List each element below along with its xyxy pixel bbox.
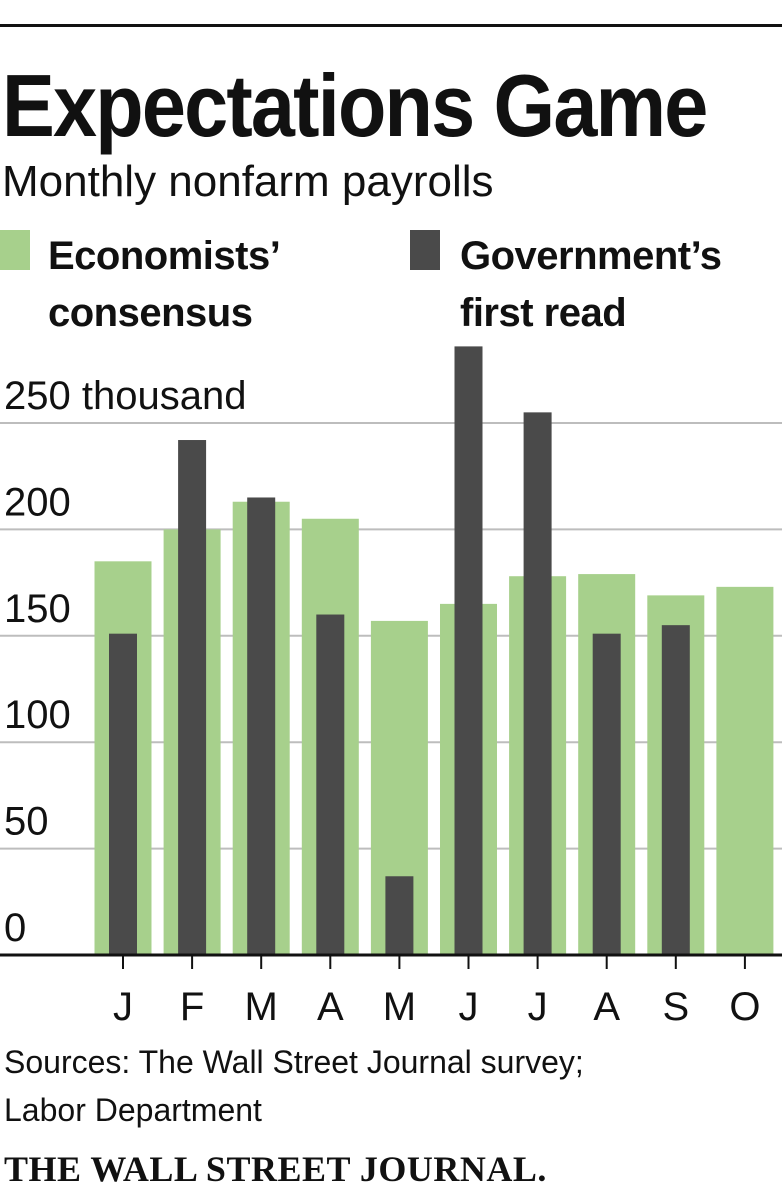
bar — [385, 876, 414, 955]
x-tick-label: J — [459, 985, 479, 1029]
x-tick-label: A — [317, 985, 344, 1029]
source-note: Sources: The Wall Street Journal survey;… — [4, 1044, 584, 1128]
publisher: THE WALL STREET JOURNAL. — [4, 1149, 547, 1189]
bar — [592, 633, 621, 955]
x-tick-label: A — [593, 985, 620, 1029]
y-tick-label: 150 — [4, 587, 71, 631]
x-tick-label: M — [383, 985, 416, 1029]
legend-label: Government’s first read — [460, 234, 722, 335]
x-tick-label: M — [245, 985, 278, 1029]
x-tick-label: J — [113, 985, 133, 1029]
legend-swatch — [0, 230, 30, 270]
chart-title: Expectations Game — [2, 56, 708, 155]
legend-swatch — [410, 230, 440, 270]
x-tick-label: J — [528, 985, 548, 1029]
bar — [661, 625, 690, 955]
x-tick-label: F — [180, 985, 204, 1029]
y-tick-label: 50 — [4, 800, 49, 844]
y-tick-label: 200 — [4, 480, 71, 524]
y-tick-label: 100 — [4, 693, 71, 737]
chart-subtitle: Monthly nonfarm payrolls — [2, 157, 494, 206]
bar — [178, 440, 207, 955]
y-tick-label: 250 thousand — [4, 374, 246, 418]
bar — [454, 346, 483, 956]
x-tick-label: O — [729, 985, 760, 1029]
bar — [716, 586, 774, 955]
top-rule — [0, 24, 782, 27]
bar — [523, 412, 552, 955]
x-tick-label: S — [662, 985, 689, 1029]
legend-label: Economists’ consensus — [48, 234, 279, 335]
bar — [109, 633, 137, 955]
bar — [247, 497, 276, 955]
y-tick-label: 0 — [4, 906, 26, 950]
bar — [316, 614, 345, 955]
